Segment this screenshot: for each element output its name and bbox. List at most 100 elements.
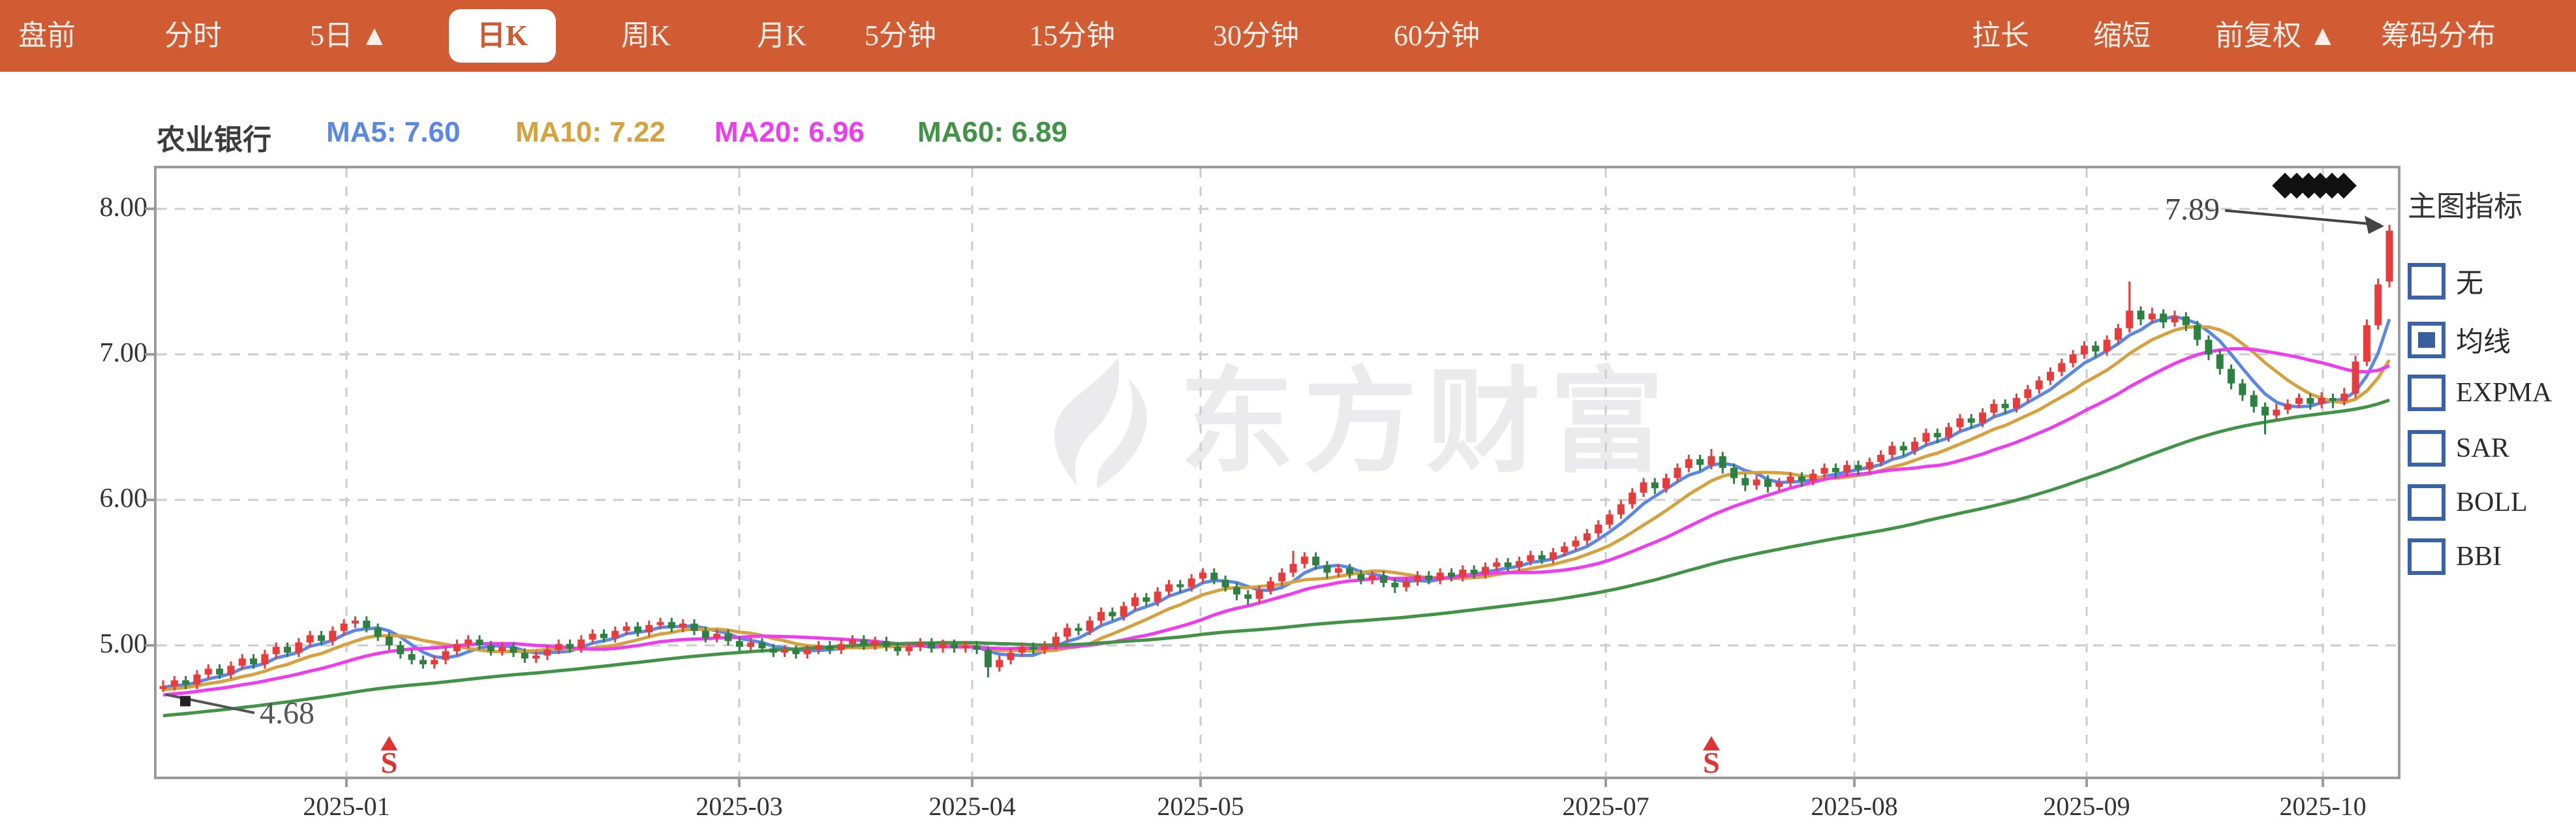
candle-body [385,636,393,645]
candle-body [2001,403,2009,409]
candle-body [1719,456,1726,468]
candle-body [2024,389,2032,398]
candle-body [826,645,834,650]
tab-period[interactable]: 5日 ▲ [310,20,389,52]
candle-body [2329,397,2337,401]
checkbox-unchecked-icon[interactable] [2408,538,2446,575]
candle-body [1266,581,1274,591]
candle-body [2216,354,2224,369]
checkbox-unchecked-icon[interactable] [2408,484,2446,521]
candle-body [2385,230,2393,282]
candle-body [2080,345,2088,354]
eastmoney-swoosh-icon [1054,358,1147,489]
candle-body [170,680,178,687]
tab-日K-active[interactable]: 日K [449,9,556,63]
candle-body [962,645,970,649]
candle-body [1854,465,1862,470]
candle-body [803,649,811,655]
indicator-option-bbi[interactable]: BBI [2408,538,2502,575]
candle-body [1346,568,1354,574]
candle-body [1109,611,1116,617]
indicator-option-sar[interactable]: SAR [2408,430,2509,467]
tab-period[interactable]: 月K [757,20,806,52]
candle-body [622,626,630,631]
indicator-option-无[interactable]: 无 [2408,261,2483,301]
candle-body [1617,504,1625,515]
candle-body [2160,313,2168,322]
candle-body [1606,514,1614,525]
indicator-option-expma[interactable]: EXPMA [2408,375,2552,411]
checkbox-checked-icon[interactable] [2408,321,2446,358]
chart-canvas[interactable]: 4.68 7.89 ◆◆◆◆◆◆ S S [157,168,2398,777]
candle-body [1990,403,1998,413]
candle-body [1899,446,1907,451]
signal-up-arrow-icon [380,736,398,750]
candle-body [1289,564,1297,573]
y-axis-tick [145,353,154,356]
candle-body [1549,552,1557,560]
candle-body [849,640,857,644]
candle-body [510,647,517,653]
candle-body [1312,556,1320,566]
candle-body [363,621,371,628]
candle-body [1233,587,1240,595]
candle-body [2250,395,2258,407]
candlestick-chart-area[interactable]: 4.68 7.89 ◆◆◆◆◆◆ S S [154,166,2400,779]
tab-period[interactable]: 盘前 [18,20,76,52]
ma-line-ma5 [162,315,2391,689]
candle-body [1685,459,1693,468]
tab-period[interactable]: 30分钟 [1213,20,1299,52]
tab-period[interactable]: 60分钟 [1394,20,1480,52]
candle-body [1640,482,1648,493]
candle-body [837,643,845,650]
candle-body [1323,565,1331,573]
candle-body [769,648,777,653]
toolbar-action[interactable]: 缩短 [2093,20,2151,52]
indicator-option-boll[interactable]: BOLL [2408,484,2528,521]
candle-body [905,647,913,651]
candle-body [2228,369,2235,384]
indicator-option-label: EXPMA [2456,378,2553,408]
candle-body [1651,482,1659,489]
candle-body [713,634,721,638]
period-toolbar: 盘前 分时 5日 ▲ 日K 周K 月K 5分钟 15分钟 30分钟 60分钟 拉长 缩短 前复权 ▲ 筹码… [0,0,2576,72]
candle-body [2092,345,2100,352]
candle-body [701,630,709,638]
legend-ma10: MA10: 7.22 [515,116,666,148]
toolbar-action[interactable]: 前复权 ▲ [2215,20,2337,52]
x-axis-label: 2025-09 [2043,792,2130,821]
candle-body [735,641,743,647]
toolbar-action[interactable]: 筹码分布 [2381,20,2496,52]
checkbox-unchecked-icon[interactable] [2408,375,2446,411]
candle-body [1334,568,1342,573]
candle-body [1504,562,1512,567]
y-axis-tick [145,644,154,647]
candle-body [1493,562,1501,567]
candle-body [159,686,167,689]
high-annotation-arrow [2224,209,2381,226]
tab-period[interactable]: 5分钟 [865,20,936,52]
candle-body [1459,570,1467,578]
candle-body [1097,611,1105,621]
toolbar-action[interactable]: 拉长 [1972,20,2029,52]
dense-marker-cluster-icon: ◆◆◆◆◆◆ [2272,168,2357,202]
tab-period[interactable]: 15分钟 [1029,20,1115,52]
signal-s-marker: S [381,746,398,777]
tab-period[interactable]: 分时 [164,20,222,52]
candle-body [1820,467,1828,474]
checkbox-unchecked-icon[interactable] [2408,262,2446,300]
tab-period[interactable]: 周K [621,20,671,52]
candle-body [2363,325,2370,362]
indicator-option-label: 无 [2456,269,2484,299]
candle-body [544,649,551,656]
candle-body [1278,572,1286,581]
candle-body [1809,473,1817,482]
candle-body [1922,433,1930,442]
candle-body [340,623,348,631]
x-axis-tick [738,779,741,787]
checkbox-unchecked-icon[interactable] [2408,430,2446,467]
high-annotation-label: 7.89 [2165,193,2220,227]
indicator-option-均线[interactable]: 均线 [2408,320,2511,360]
candle-body [1210,572,1218,580]
candle-body [1357,574,1365,580]
